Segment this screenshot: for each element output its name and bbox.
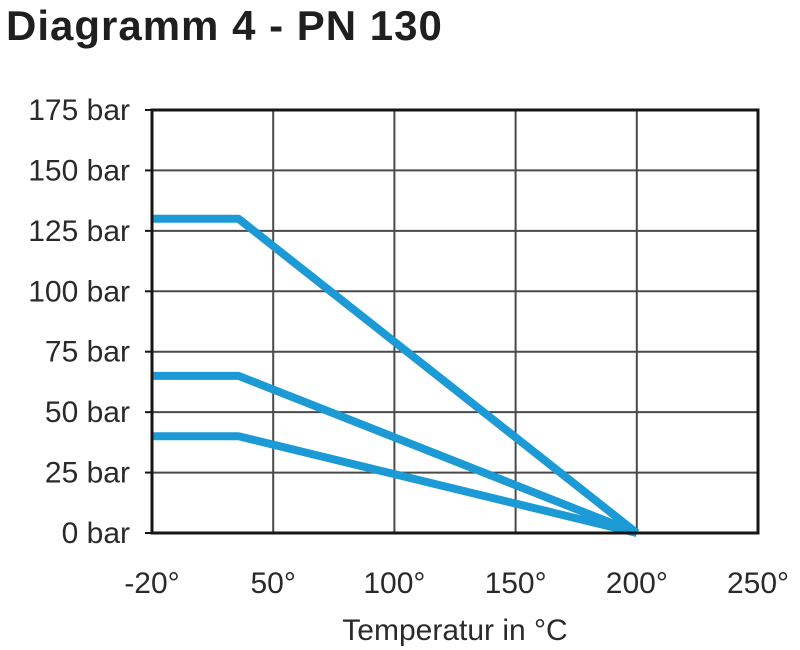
x-tick-label: 50° [251, 567, 296, 600]
x-axis-label: Temperatur in °C [342, 614, 567, 647]
x-tick-label: 100° [363, 567, 425, 600]
pressure-curve-65-bar [152, 371, 639, 537]
plot-border [150, 108, 760, 535]
pressure-curve-130-bar [152, 214, 640, 537]
y-tick-label: 100 bar [28, 275, 130, 308]
y-tick-label: 25 bar [45, 457, 130, 490]
x-tick-label: -20° [124, 567, 179, 600]
y-tick-label: 75 bar [45, 336, 130, 369]
y-tick-label: 50 bar [45, 396, 130, 429]
y-tick-label: 150 bar [28, 154, 130, 187]
y-tick-label: 125 bar [28, 215, 130, 248]
x-tick-label: 150° [485, 567, 547, 600]
y-tick-label: 0 bar [62, 517, 130, 550]
chart-title: Diagramm 4 - PN 130 [6, 2, 443, 49]
y-tick-label: 175 bar [28, 94, 130, 127]
pressure-curve-40-bar [152, 432, 638, 537]
x-tick-label: 200° [606, 567, 668, 600]
x-tick-label: 250° [727, 567, 789, 600]
